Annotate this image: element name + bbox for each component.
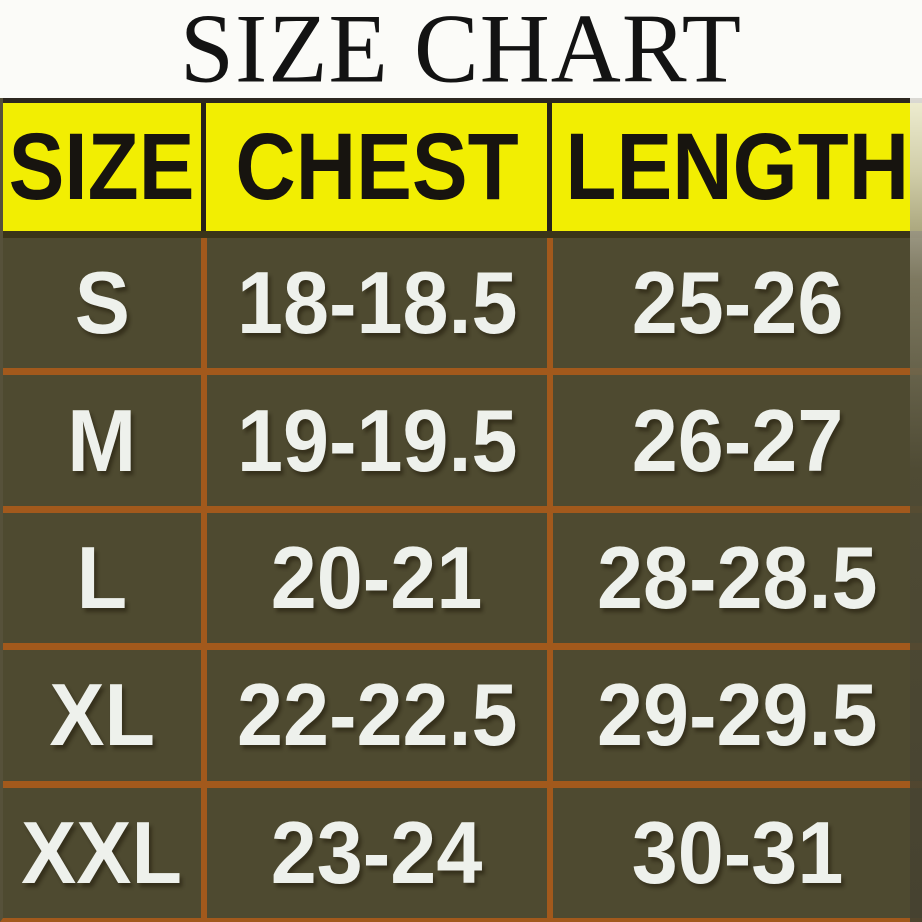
table-row-m: M 19-19.5 26-27	[3, 368, 922, 506]
cell-chest: 22-22.5	[201, 650, 547, 781]
cell-chest: 18-18.5	[201, 238, 547, 369]
table-body: S 18-18.5 25-26 M 19-19.5 26-27	[3, 238, 922, 919]
cell-length: 30-31	[547, 787, 922, 919]
table-row-xl: XL 22-22.5 29-29.5	[3, 643, 922, 781]
length-value: 30-31	[631, 802, 844, 902]
header-cell-length: LENGTH	[547, 103, 922, 231]
size-value: M	[67, 390, 137, 490]
title-band: SIZE CHART	[0, 0, 922, 98]
cell-length: 29-29.5	[547, 650, 922, 781]
size-value: XXL	[21, 802, 183, 902]
length-value: 29-29.5	[597, 665, 878, 765]
length-value: 28-28.5	[597, 528, 878, 628]
cell-size: M	[3, 375, 201, 505]
chest-value: 20-21	[271, 528, 483, 628]
length-value: 26-27	[631, 390, 844, 490]
page-title: SIZE CHART	[180, 0, 742, 104]
header-cell-chest: CHEST	[201, 103, 547, 231]
table-header-row: SIZE CHEST LENGTH	[3, 98, 922, 238]
table-row-l: L 20-21 28-28.5	[3, 505, 922, 644]
header-label-chest: CHEST	[234, 113, 519, 220]
header-label-length: LENGTH	[565, 113, 909, 220]
cell-size: XXL	[3, 788, 201, 918]
cell-chest: 23-24	[201, 787, 547, 919]
cell-size: XL	[3, 650, 201, 780]
cell-chest: 19-19.5	[201, 375, 547, 506]
cell-length: 25-26	[547, 238, 922, 369]
length-value: 25-26	[631, 253, 844, 353]
chest-value: 22-22.5	[236, 665, 518, 765]
header-label-size: SIZE	[9, 113, 195, 220]
size-value: S	[74, 253, 130, 353]
table-row-xxl: XXL 23-24 30-31	[3, 780, 922, 919]
chest-value: 18-18.5	[236, 253, 518, 353]
chest-value: 19-19.5	[236, 390, 518, 490]
cell-length: 28-28.5	[547, 512, 922, 644]
size-value: XL	[49, 665, 155, 765]
cell-chest: 20-21	[201, 512, 547, 644]
size-value: L	[76, 528, 128, 628]
header-cell-size: SIZE	[3, 103, 201, 231]
size-chart-table: SIZE CHEST LENGTH S 18-18.5 25-26	[0, 98, 922, 922]
cell-length: 26-27	[547, 375, 922, 506]
cell-size: L	[3, 513, 201, 643]
chest-value: 23-24	[271, 802, 483, 902]
cell-size: S	[3, 238, 201, 368]
table-row-s: S 18-18.5 25-26	[3, 238, 922, 369]
